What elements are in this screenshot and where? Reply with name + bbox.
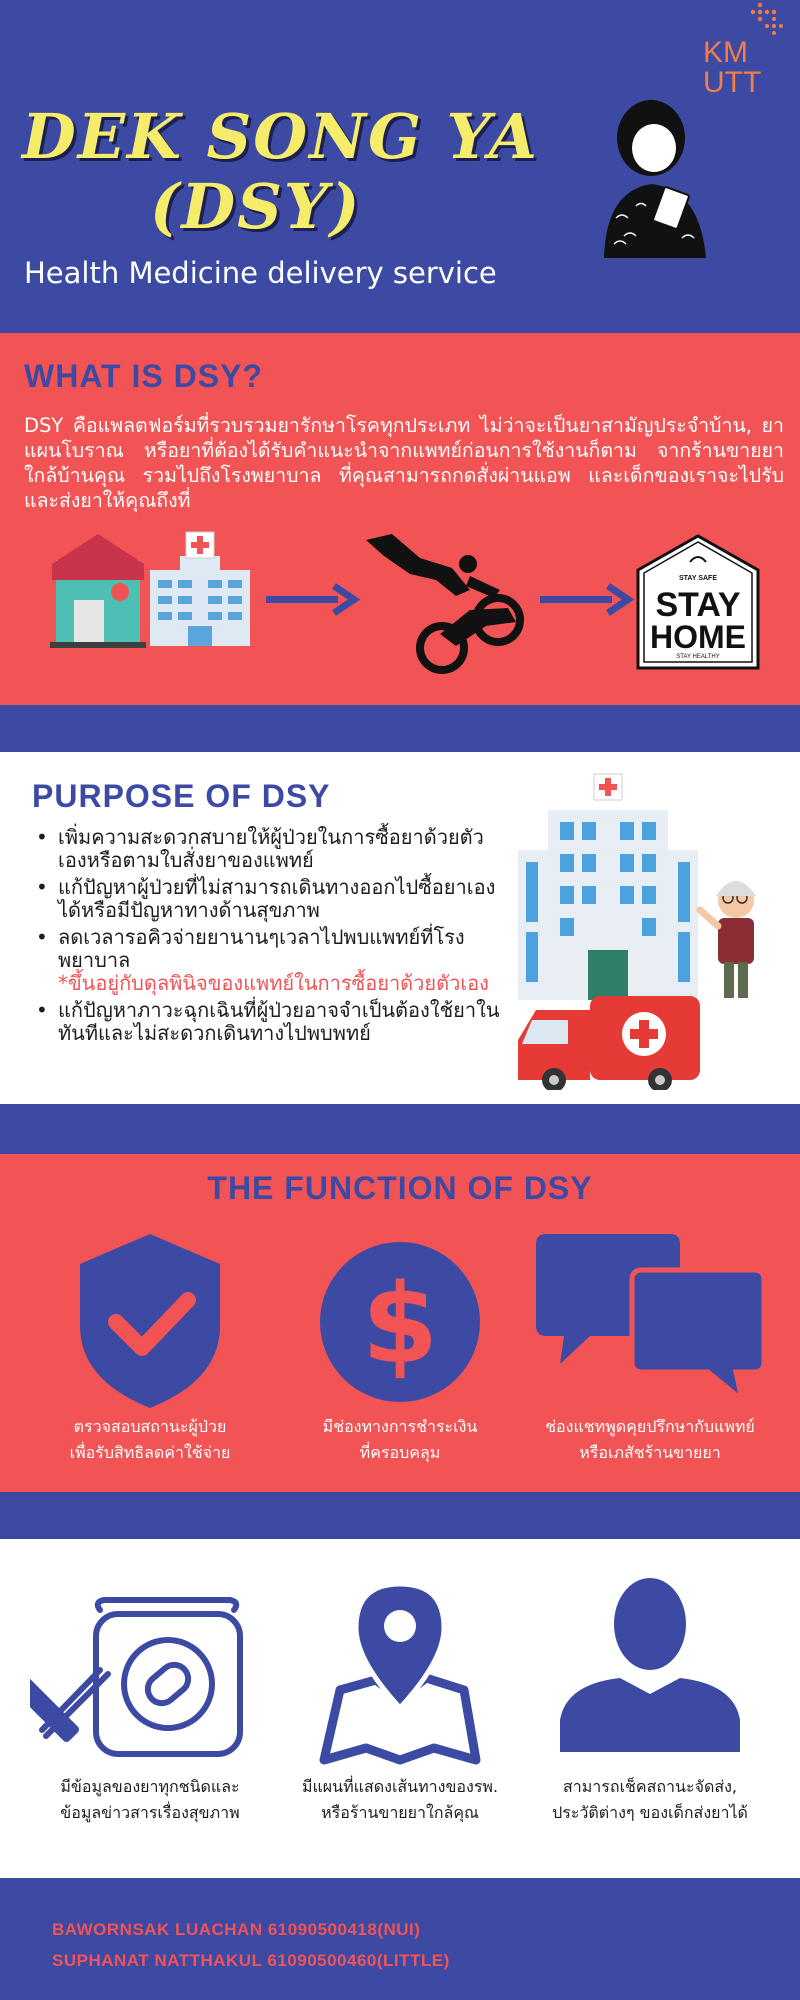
purpose-title: PURPOSE OF DSY bbox=[32, 778, 331, 814]
purpose-item-text: แก้ปัญหาผู้ป่วยที่ไม่สามารถเดินทางออกไปซ… bbox=[58, 875, 496, 922]
delivery-flow: STAY SAFE STAY HOME STAY HEALTHY bbox=[50, 531, 760, 674]
feature-label: หรือเภสัชร้านขายยา bbox=[579, 1443, 721, 1462]
feature-item: มีข้อมูลของยาทุกชนิดและ ข้อมูลข่าวสารเรื… bbox=[13, 1570, 270, 1826]
divider-band bbox=[0, 705, 800, 752]
feature-item: สามารถเช็คสถานะจัดส่ง, ประวัติต่างๆ ของเ… bbox=[530, 1570, 770, 1826]
list-item: แก้ปัญหาภาวะฉุกเฉินที่ผู้ป่วยอาจจำเป็นต้… bbox=[32, 999, 502, 1045]
feature-label: ช่องแชทพูดคุยปรึกษากับแพทย์ bbox=[545, 1417, 755, 1436]
what-is-description: DSY คือแพลตฟอร์มที่รวบรวมยารักษาโรคทุกปร… bbox=[24, 414, 784, 512]
what-is-title: WHAT IS DSY? bbox=[24, 358, 263, 394]
feature-item: ช่องแชทพูดคุยปรึกษากับแพทย์ หรือเภสัชร้า… bbox=[530, 1230, 770, 1466]
logo-dots-icon bbox=[750, 2, 783, 35]
stay-safe-label: STAY SAFE bbox=[679, 575, 717, 582]
stay-label: STAY bbox=[655, 586, 740, 624]
home-label: HOME bbox=[650, 619, 746, 655]
feature-label: สามารถเช็คสถานะจัดส่ง, bbox=[563, 1777, 737, 1796]
arrow-right-icon bbox=[266, 583, 361, 616]
dollar-icon: $ bbox=[320, 1242, 480, 1402]
svg-text:KM: KM bbox=[703, 36, 748, 69]
divider-band bbox=[0, 1104, 800, 1154]
function-title: THE FUNCTION OF DSY bbox=[207, 1170, 593, 1206]
feature-item: $ มีช่องทางการชำระเงิน ที่ครอบคลุม bbox=[280, 1230, 520, 1466]
feature-item: ตรวจสอบสถานะผู้ป่วย เพื่อรับสิทธิลดค่าใช… bbox=[30, 1230, 270, 1466]
doctor-icon bbox=[696, 881, 756, 998]
footer-band bbox=[0, 1878, 800, 2000]
stay-home-sign-icon: STAY SAFE STAY HOME STAY HEALTHY bbox=[636, 534, 760, 670]
user-icon bbox=[560, 1578, 740, 1752]
svg-text:$: $ bbox=[362, 1260, 439, 1388]
purpose-illustration bbox=[518, 773, 756, 1090]
subtitle: Health Medicine delivery service bbox=[24, 256, 497, 290]
logo: KM UTT bbox=[703, 34, 773, 99]
feature-label: ข้อมูลข่าวสารเรื่องสุขภาพ bbox=[60, 1803, 240, 1822]
feature-label: ตรวจสอบสถานะผู้ป่วย bbox=[73, 1417, 227, 1436]
feature-label: มีข้อมูลของยาทุกชนิดและ bbox=[60, 1777, 240, 1796]
ambulance-icon bbox=[518, 996, 700, 1090]
feature-label: มีช่องทางการชำระเงิน bbox=[322, 1417, 478, 1436]
person-reading-icon bbox=[604, 100, 706, 258]
feature-item: มีแผนที่แสดงเส้นทางของรพ. หรือร้านขายยาใ… bbox=[280, 1570, 520, 1826]
list-item: ลดเวลารอคิวจ่ายยานานๆเวลาไปพบแพทย์ที่โรง… bbox=[32, 926, 502, 995]
feature-label: ประวัติต่างๆ ของเด็กส่งยาได้ bbox=[552, 1803, 748, 1822]
stay-healthy-label: STAY HEALTHY bbox=[676, 654, 720, 660]
map-pin-icon bbox=[319, 1581, 481, 1765]
purpose-list: เพิ่มความสะดวกสบายให้ผู้ป่วยในการซื้อยาด… bbox=[32, 826, 502, 1049]
purpose-item-text: แก้ปัญหาภาวะฉุกเฉินที่ผู้ป่วยอาจจำเป็นต้… bbox=[58, 998, 500, 1045]
list-item: แก้ปัญหาผู้ป่วยที่ไม่สามารถเดินทางออกไปซ… bbox=[32, 876, 502, 922]
svg-text:UTT: UTT bbox=[703, 66, 761, 96]
purpose-item-text: เพิ่มความสะดวกสบายให้ผู้ป่วยในการซื้อยาด… bbox=[58, 825, 484, 872]
list-item: เพิ่มความสะดวกสบายให้ผู้ป่วยในการซื้อยาด… bbox=[32, 826, 502, 872]
pill-jar-icon bbox=[13, 1597, 243, 1757]
feature-label: ที่ครอบคลุม bbox=[359, 1443, 441, 1462]
hospital-icon bbox=[518, 773, 698, 1000]
hospital-icon bbox=[150, 531, 250, 646]
chat-icon bbox=[536, 1234, 767, 1407]
credit-line: BAWORNSAK LUACHAN 61090500418(NUI) bbox=[52, 1920, 421, 1939]
arrow-right-icon bbox=[540, 583, 635, 616]
purpose-item-text: ลดเวลารอคิวจ่ายยานานๆเวลาไปพบแพทย์ที่โรง… bbox=[58, 925, 465, 972]
title-line2: (DSY) bbox=[150, 170, 362, 243]
shield-check-icon bbox=[80, 1234, 220, 1408]
credit-line: SUPHANAT NATTHAKUL 61090500460(LITTLE) bbox=[52, 1951, 450, 1970]
feature-label: หรือร้านขายยาใกล้คุณ bbox=[321, 1803, 479, 1822]
title-line1: DEK SONG YA bbox=[22, 100, 539, 173]
feature-label: มีแผนที่แสดงเส้นทางของรพ. bbox=[301, 1777, 499, 1796]
motorbike-rider-icon bbox=[366, 534, 524, 674]
pharmacy-icon bbox=[50, 534, 146, 648]
kmutt-logo-icon: KM UTT bbox=[703, 36, 761, 99]
purpose-note: *ขึ้นอยู่กับดุลพินิจของแพทย์ในการซื้อยาด… bbox=[58, 971, 489, 995]
feature-label: เพื่อรับสิทธิลดค่าใช้จ่าย bbox=[69, 1443, 231, 1462]
divider-band bbox=[0, 1492, 800, 1539]
